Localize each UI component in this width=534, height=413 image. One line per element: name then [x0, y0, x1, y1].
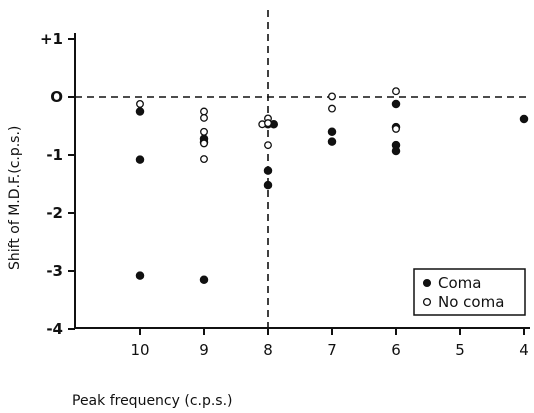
point-no-coma — [392, 124, 400, 133]
point-no-coma — [136, 100, 144, 108]
x-axis-title: Peak frequency (c.p.s.) — [72, 393, 233, 409]
y-axis-title: Shift of M.D.F.(c.p.s.) — [7, 126, 23, 270]
point-no-coma — [328, 104, 336, 113]
point-coma — [391, 99, 401, 109]
point-no-coma — [328, 92, 336, 101]
point-coma — [135, 107, 145, 116]
point-no-coma — [392, 87, 400, 96]
legend-label-no-coma: No coma — [438, 293, 504, 311]
point-coma — [263, 166, 273, 175]
point-coma — [519, 114, 529, 124]
x-tick-label: 5 — [455, 341, 465, 359]
x-tick-label: 7 — [327, 341, 337, 359]
x-axis-ticks: 10 9 8 7 6 5 4 — [130, 328, 529, 359]
point-coma — [199, 275, 209, 284]
legend: Coma No coma — [413, 268, 526, 316]
y-tick-label: -3 — [46, 262, 63, 280]
y-tick-label: +1 — [40, 30, 63, 48]
x-tick-label: 6 — [391, 341, 401, 359]
point-no-coma — [200, 107, 208, 116]
x-tick-label: 4 — [519, 341, 529, 359]
x-tick-label: 9 — [199, 341, 209, 359]
point-coma — [391, 146, 401, 156]
point-coma — [135, 155, 145, 164]
point-no-coma — [200, 155, 208, 164]
point-coma — [135, 271, 145, 280]
point-coma — [263, 180, 273, 190]
x-tick-label: 10 — [130, 341, 149, 359]
point-coma — [327, 137, 337, 146]
axes-frame — [74, 33, 530, 329]
y-tick-label: -1 — [46, 146, 63, 164]
point-no-coma — [264, 141, 272, 150]
legend-marker-coma — [422, 278, 432, 288]
point-no-coma — [200, 139, 208, 148]
point-no-coma — [200, 127, 208, 136]
y-tick-label: -2 — [46, 204, 63, 222]
point-coma — [327, 127, 337, 137]
data-points — [135, 87, 529, 284]
point-no-coma — [200, 113, 208, 122]
point-no-coma — [264, 119, 272, 128]
y-tick-label: -4 — [46, 320, 63, 338]
legend-box — [413, 268, 526, 316]
y-axis-ticks: +1 O -1 -2 -3 -4 — [40, 30, 75, 338]
legend-label-coma: Coma — [438, 274, 481, 292]
x-tick-label: 8 — [263, 341, 273, 359]
legend-marker-no-coma — [422, 297, 432, 307]
y-tick-label: O — [50, 88, 63, 106]
